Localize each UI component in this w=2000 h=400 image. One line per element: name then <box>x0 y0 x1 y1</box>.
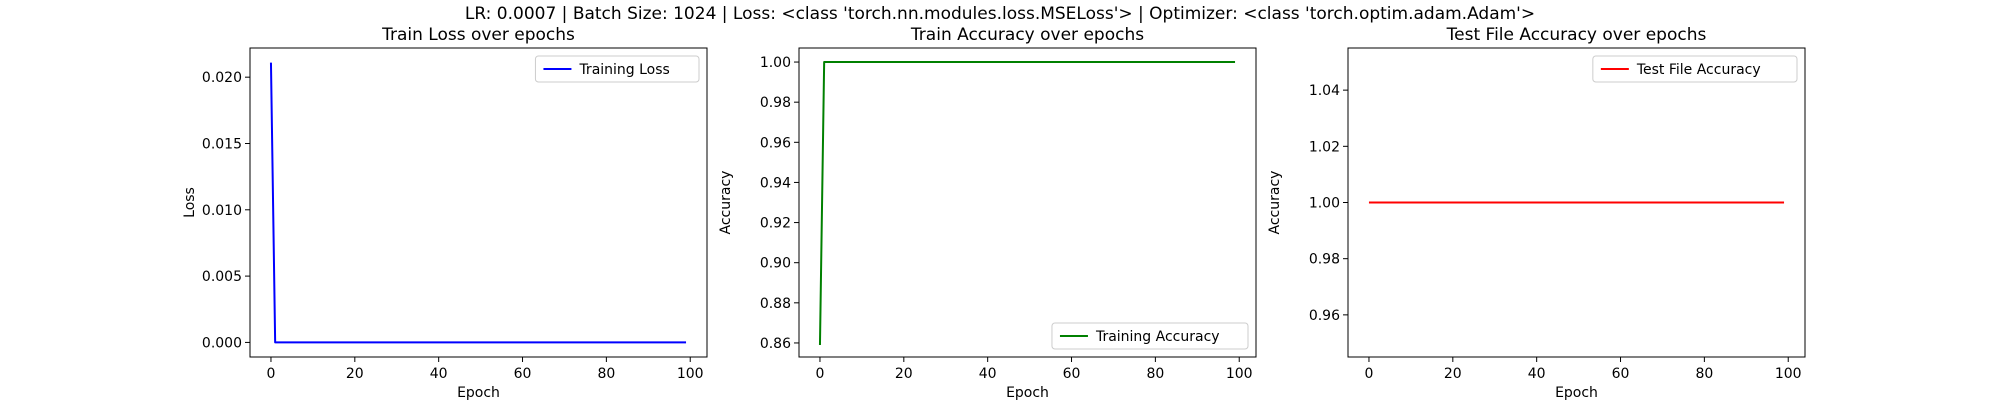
y-tick-label: 0.015 <box>202 136 242 152</box>
y-tick-label: 0.000 <box>202 335 242 351</box>
y-tick-label: 0.020 <box>202 70 242 86</box>
x-tick-label: 20 <box>1444 366 1462 382</box>
legend-box <box>1592 55 1798 83</box>
x-axis-label: Epoch <box>457 385 500 400</box>
y-axis-label: Loss <box>182 187 198 218</box>
y-tick-label: 0.96 <box>760 135 791 151</box>
chart-3: Test File Accuracy over epochs 0 20 40 60 80 1… <box>1267 25 1806 400</box>
legend: Test File Accuracy <box>1592 55 1798 83</box>
chart-title: Test File Accuracy over epochs <box>1446 25 1707 45</box>
y-tick-label: 0.98 <box>1309 252 1340 268</box>
chart-title: Train Loss over epochs <box>381 25 575 45</box>
axes-frame <box>798 47 1257 358</box>
x-tick-label: 40 <box>979 366 997 382</box>
x-tick-label: 0 <box>1365 366 1374 382</box>
y-tick-label: 0.98 <box>760 95 791 111</box>
legend-box <box>1051 322 1249 350</box>
x-tick-label: 40 <box>430 366 448 382</box>
legend: Training Loss <box>534 55 700 83</box>
x-tick-label: 100 <box>677 366 704 382</box>
x-axis-label: Epoch <box>1555 385 1598 400</box>
x-tick-label: 20 <box>895 366 913 382</box>
x-tick-label: 0 <box>267 366 276 382</box>
y-axis-label: Accuracy <box>718 171 734 235</box>
x-tick-label: 60 <box>1063 366 1081 382</box>
x-tick-label: 80 <box>1695 366 1713 382</box>
series-line-1 <box>269 62 687 344</box>
chart-1: Train Loss over epochs 0 20 40 60 80 100 0.000 0… <box>182 25 708 400</box>
y-tick-label: 1.04 <box>1309 83 1340 99</box>
x-tick-label: 60 <box>1612 366 1630 382</box>
chart-2: Train Accuracy over epochs 0 20 40 60 80 100 0.… <box>718 25 1257 400</box>
y-tick-label: 0.90 <box>760 256 791 272</box>
legend-label: Training Accuracy <box>1095 329 1220 345</box>
x-axis-label: Epoch <box>1006 385 1049 400</box>
figure-suptitle: LR: 0.0007 | Batch Size: 1024 | Loss: <c… <box>464 4 1536 24</box>
axes-frame <box>249 47 708 358</box>
y-tick-label: 0.010 <box>202 203 242 219</box>
y-tick-label: 0.88 <box>760 296 791 312</box>
y-tick-label: 1.02 <box>1309 139 1340 155</box>
y-tick-label: 0.96 <box>1309 308 1340 324</box>
y-tick-label: 0.92 <box>760 216 791 232</box>
y-axis-label: Accuracy <box>1267 171 1283 235</box>
legend-label: Training Loss <box>578 62 669 78</box>
y-tick-label: 0.94 <box>760 175 791 191</box>
legend-box <box>534 55 700 83</box>
x-tick-label: 100 <box>1775 366 1802 382</box>
legend-label: Test File Accuracy <box>1636 62 1761 78</box>
y-tick-label: 0.86 <box>760 336 791 352</box>
y-tick-label: 1.00 <box>760 55 791 71</box>
y-tick-label: 1.00 <box>1309 196 1340 212</box>
x-tick-label: 40 <box>1528 366 1546 382</box>
chart-title: Train Accuracy over epochs <box>910 25 1144 45</box>
x-tick-label: 20 <box>346 366 364 382</box>
y-tick-label: 0.005 <box>202 269 242 285</box>
series-line-1 <box>818 61 1236 345</box>
legend: Training Accuracy <box>1051 322 1249 350</box>
x-tick-label: 0 <box>816 366 825 382</box>
x-tick-label: 100 <box>1226 366 1253 382</box>
x-tick-label: 80 <box>1146 366 1164 382</box>
x-tick-label: 60 <box>514 366 532 382</box>
x-tick-label: 80 <box>597 366 615 382</box>
